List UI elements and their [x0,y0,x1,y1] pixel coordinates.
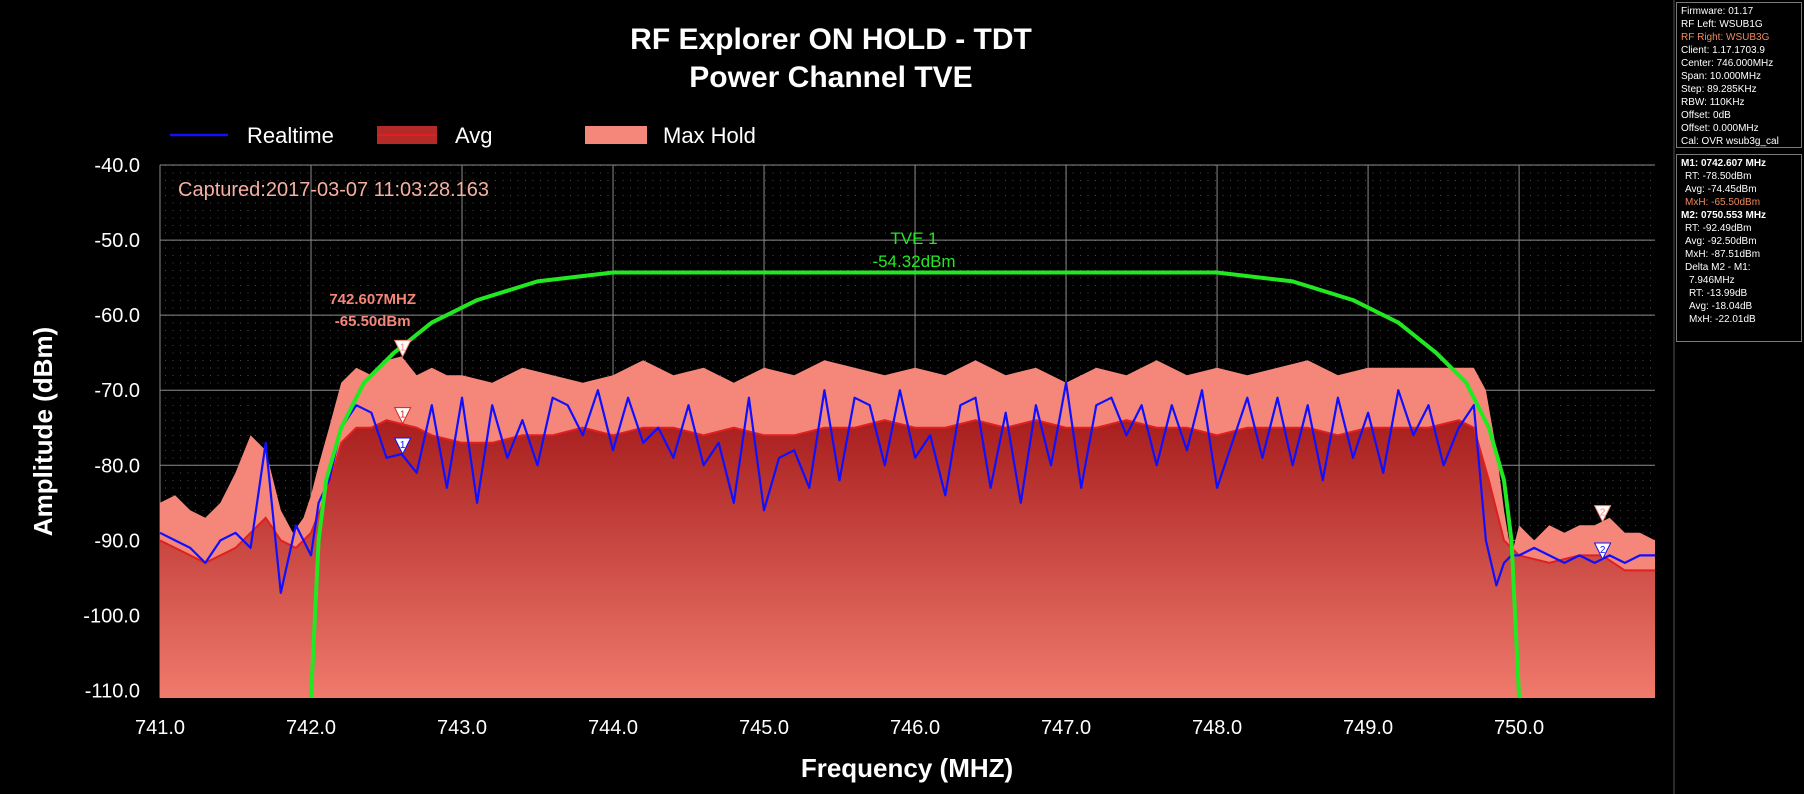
legend-label-avg: Avg [455,123,493,148]
info-line: Firmware: 01.17 [1681,6,1754,17]
info-line: RBW: 110KHz [1681,97,1745,108]
info-line: RT: -78.50dBm [1685,171,1752,182]
x-axis-title: Frequency (MHZ) [801,753,1013,783]
legend-label-maxhold: Max Hold [663,123,756,148]
info-line: Center: 746.000MHz [1681,58,1774,69]
marker-1-realtime: 1 [393,437,412,456]
info-line: 7.946MHz [1689,275,1735,286]
marker-1-maxhold-id: 1 [400,342,406,353]
info-line: MxH: -22.01dB [1689,314,1756,325]
info-line: RF Right: WSUB3G [1681,32,1770,43]
info-line: Offset: 0.000MHz [1681,123,1759,134]
info-line: MxH: -65.50dBm [1685,197,1761,208]
y-axis-title: Amplitude (dBm) [28,327,58,536]
device-info-box: Firmware: 01.17 RF Left: WSUB1G RF Right: … [1676,2,1802,148]
info-line: Avg: -18.04dB [1689,301,1753,312]
x-tick-label: 744.0 [588,717,638,739]
legend-label-realtime: Realtime [247,123,334,148]
y-tick-label: -70.0 [94,380,140,402]
y-tick-label: -100.0 [83,605,140,627]
marker-1-avg-shape [393,407,412,425]
y-tick-label: -40.0 [94,155,140,177]
marker-2-maxhold-id: 2 [1600,508,1606,519]
info-line: RT: -92.49dBm [1685,223,1752,234]
captured-timestamp: Captured:2017-03-07 11:03:28.163 [178,179,489,201]
series-realtime-line [159,381,1655,595]
x-tick-label: 745.0 [739,717,789,739]
x-tick-label: 750.0 [1494,717,1544,739]
x-tick-label: 743.0 [437,717,487,739]
info-line: RF Left: WSUB1G [1681,19,1763,30]
series-avg-line [159,419,1655,572]
panel-divider [1673,0,1675,794]
info-line: Delta M2 - M1: [1685,262,1751,273]
marker-1-avg-id: 1 [400,410,406,421]
channel-power-label: -54.32dBm [872,252,955,271]
marker-1-freq-label: 742.607MHZ [329,291,416,308]
x-tick-label: 741.0 [135,717,185,739]
marker-info-box: M1: 0742.607 MHz RT: -78.50dBm Avg: -74.45… [1676,154,1802,342]
legend-swatch-maxhold [585,126,647,144]
info-panel: Firmware: 01.17 RF Left: WSUB1G RF Right: … [1676,0,1804,794]
chart-title: RF Explorer ON HOLD - TDT [630,23,1032,56]
info-line: M2: 0750.553 MHz [1681,210,1767,221]
info-line: Span: 10.000MHz [1681,71,1762,82]
marker-2-realtime-shape [1593,542,1612,561]
marker-1-realtime-shape [393,437,412,456]
x-tick-label: 746.0 [890,717,940,739]
x-tick-label: 742.0 [286,717,336,739]
info-line: Cal: OVR wsub3g_cal [1681,136,1779,147]
marker-1-avg: 1 [393,407,412,425]
y-tick-label: -90.0 [94,530,140,552]
channel-power-curve [309,270,1522,699]
info-line: Client: 1.17.1703.9 [1681,45,1765,56]
spectrum-chart: RF Explorer ON HOLD - TDT Power Channel T… [28,23,1655,783]
info-line: RT: -13.99dB [1689,288,1748,299]
y-tick-label: -50.0 [94,230,140,252]
marker-1-maxhold-shape [393,339,412,358]
marker-1-maxhold: 1 [393,339,412,358]
marker-2-maxhold-shape [1593,505,1612,523]
marker-2-realtime-id: 2 [1600,545,1606,556]
x-tick-label: 747.0 [1041,717,1091,739]
marker-1-realtime-id: 1 [400,440,406,451]
chart-subtitle: Power Channel TVE [689,61,972,94]
y-tick-label: -80.0 [94,455,140,477]
x-tick-label: 749.0 [1343,717,1393,739]
info-line: Offset: 0dB [1681,110,1731,121]
channel-label: TVE 1 [890,229,937,248]
y-tick-label: -110.0 [85,680,140,702]
marker-2-realtime: 2 [1593,542,1612,561]
marker-2-maxhold: 2 [1593,505,1612,523]
series-avg-area [160,420,1655,698]
info-line: MxH: -87.51dBm [1685,249,1761,260]
x-tick-label: 748.0 [1192,717,1242,739]
info-line: M1: 0742.607 MHz [1681,158,1767,169]
info-line: Avg: -74.45dBm [1685,184,1757,195]
info-line: Avg: -92.50dBm [1685,236,1757,247]
info-line: Step: 89.285KHz [1681,84,1757,95]
spectrum-plot: RF Explorer ON HOLD - TDT Power Channel T… [28,23,1655,783]
y-tick-label: -60.0 [94,305,140,327]
marker-1-value-label: -65.50dBm [335,313,411,330]
